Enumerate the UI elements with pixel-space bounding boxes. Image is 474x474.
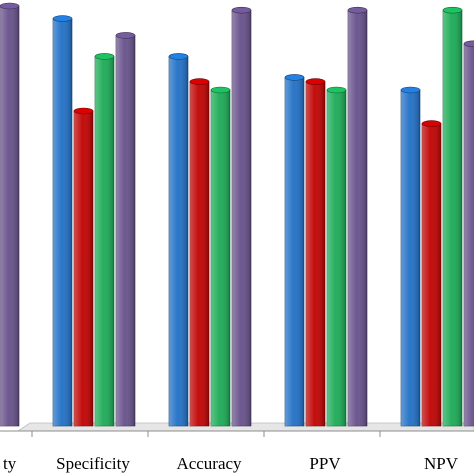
bar-shading (464, 43, 474, 427)
bar (189, 78, 210, 427)
bar-cap (115, 32, 136, 39)
bar-cap (326, 86, 347, 94)
bar-cap (347, 6, 368, 14)
bar (73, 107, 94, 427)
bar (115, 32, 136, 427)
bar (94, 53, 115, 427)
bar-shading (401, 90, 420, 426)
bar-cap (284, 74, 305, 81)
x-tick-label: Specificity (56, 454, 130, 473)
bar (231, 6, 252, 427)
bar-shading (348, 10, 367, 426)
bar-shading (327, 90, 346, 426)
x-tick-labels: ty Specificity Accuracy PPV NPV (3, 454, 459, 473)
bar (52, 15, 73, 427)
bar (210, 86, 231, 427)
bars-group (0, 2, 474, 427)
bar (347, 6, 368, 427)
bar-cap (52, 15, 73, 22)
x-tick-label: PPV (309, 454, 341, 473)
bar (421, 120, 442, 427)
bar-cap (168, 53, 189, 60)
bar (463, 40, 474, 427)
bar-cap (442, 6, 463, 14)
bar (284, 74, 305, 427)
bar-cap (210, 86, 231, 94)
bar-shading (232, 10, 251, 426)
bar (168, 53, 189, 427)
bar-cap (94, 53, 115, 60)
x-axis (0, 430, 474, 437)
bar (442, 6, 463, 427)
bar-cap (421, 120, 442, 127)
bar-cap (0, 2, 20, 10)
bar-shading (422, 123, 441, 426)
bar-shading (169, 56, 188, 427)
bar-shading (211, 90, 230, 426)
bar-cap (400, 86, 421, 94)
bar-shading (95, 56, 114, 427)
x-tick-label: ty (3, 454, 17, 473)
bar (400, 86, 421, 427)
bar-cap (73, 107, 94, 115)
bar-shading (443, 10, 462, 426)
bar-cap (189, 78, 210, 85)
bar-shading (116, 35, 135, 427)
bar-shading (53, 18, 72, 426)
bar-shading (0, 6, 19, 426)
bar (305, 78, 326, 427)
bar (326, 86, 347, 427)
bar-shading (74, 111, 93, 426)
bar-cap (305, 78, 326, 85)
x-tick-label: NPV (424, 454, 459, 473)
bar-shading (190, 81, 209, 426)
bar-cap (463, 40, 474, 48)
bar-shading (306, 81, 325, 426)
bar-shading (285, 77, 304, 427)
x-tick-label: Accuracy (176, 454, 242, 473)
bar-cap (231, 6, 252, 14)
bar (0, 2, 20, 427)
